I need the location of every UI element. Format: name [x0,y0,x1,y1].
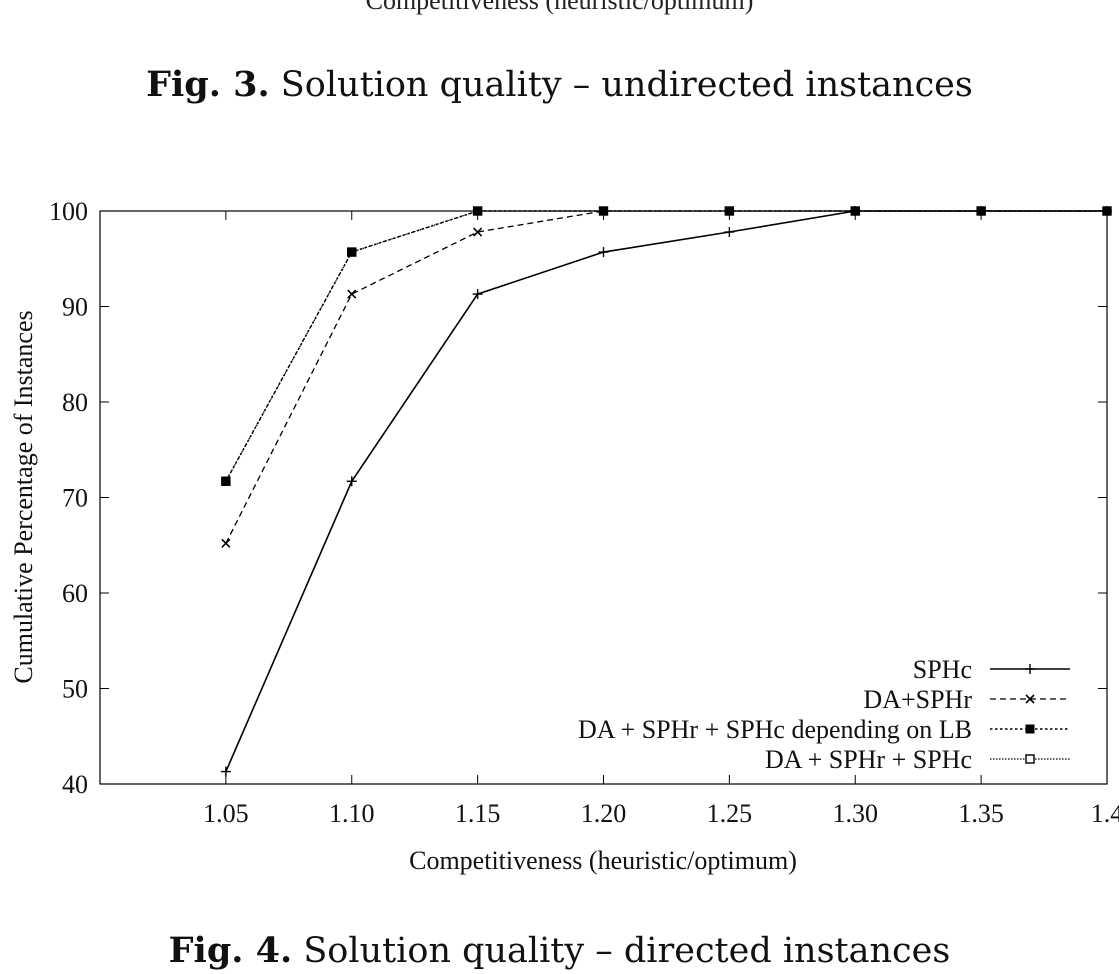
legend-marker [1025,724,1035,734]
x-tick-label: 1.35 [958,799,1004,828]
cross-marker-b [347,289,357,299]
y-tick-label: 60 [62,579,88,608]
y-tick-label: 50 [62,675,88,704]
data-point [598,247,609,258]
filled-square-marker [221,476,231,486]
series-line [225,210,1107,482]
data-point [1102,206,1112,216]
data-point [724,206,734,216]
data-point [599,206,608,216]
data-point [346,476,357,487]
data-point [221,538,231,548]
y-tick-label: 40 [62,770,88,799]
previous-figure-axis-label: Competitiveness (heuristic/optimum) [365,0,754,15]
legend-entry: SPHc [913,655,1070,684]
cross-marker-b [1025,694,1035,704]
data-point [221,476,231,486]
y-tick-label: 70 [62,484,88,513]
data-point [347,289,357,299]
series-line [225,210,1107,544]
data-point [976,206,986,216]
filled-square-marker [1102,206,1112,216]
filled-square-marker [599,206,608,216]
y-axis-label: Cumulative Percentage of Instances [9,310,38,683]
y-tick-label: 90 [62,293,88,322]
figure-3-number: Fig. 3. [146,64,270,105]
data-point [347,247,357,257]
x-axis-label: Competitiveness (heuristic/optimum) [409,846,797,875]
series-cross [221,206,1112,548]
legend-entry: DA + SPHr + SPHc depending on LB [578,715,1070,744]
figure-4-caption: Fig. 4. Solution quality – directed inst… [0,930,1119,971]
filled-square-marker [724,206,734,216]
figure-3-caption: Fig. 3. Solution quality – undirected in… [0,64,1119,105]
filled-square-marker [473,206,483,216]
series-line [225,210,1107,772]
filled-square-marker [1025,724,1035,734]
legend-label: DA+SPHr [863,685,972,714]
series-line [225,210,1107,482]
legend-label: DA + SPHr + SPHc depending on LB [578,715,972,744]
filled-square-marker [976,206,986,216]
data-point [724,227,735,238]
figure-4-number: Fig. 4. [168,930,293,971]
legend-marker [1025,754,1035,764]
x-tick-label: 1.05 [203,799,249,828]
data-point [473,206,483,216]
x-tick-label: 1.30 [833,799,879,828]
legend-entry: DA + SPHr + SPHc [765,745,1070,774]
filled-square-marker [347,247,357,257]
x-tick-label: 1.20 [581,799,627,828]
cross-marker-b [473,227,483,237]
cross-marker-b [221,538,231,548]
x-tick-label: 1.10 [329,799,375,828]
legend-entry: DA+SPHr [863,685,1070,714]
x-tick-label: 1.25 [707,799,753,828]
data-point [220,766,231,777]
x-tick-label: 1.4 [1091,799,1119,828]
open-square-marker [1025,754,1035,764]
y-tick-label: 100 [49,197,88,226]
legend-marker [1025,664,1035,674]
data-point [850,206,860,216]
figure-4-text: Solution quality – directed instances [292,931,951,971]
legend-label: SPHc [913,655,972,684]
filled-square-marker [850,206,860,216]
data-point [473,227,483,237]
series-filled-square [221,206,1112,486]
y-tick-label: 80 [62,388,88,417]
legend-marker [1025,694,1035,704]
figure-3-text: Solution quality – undirected instances [269,65,973,105]
x-tick-label: 1.15 [455,799,501,828]
data-point [472,289,483,300]
legend-label: DA + SPHr + SPHc [765,745,972,774]
